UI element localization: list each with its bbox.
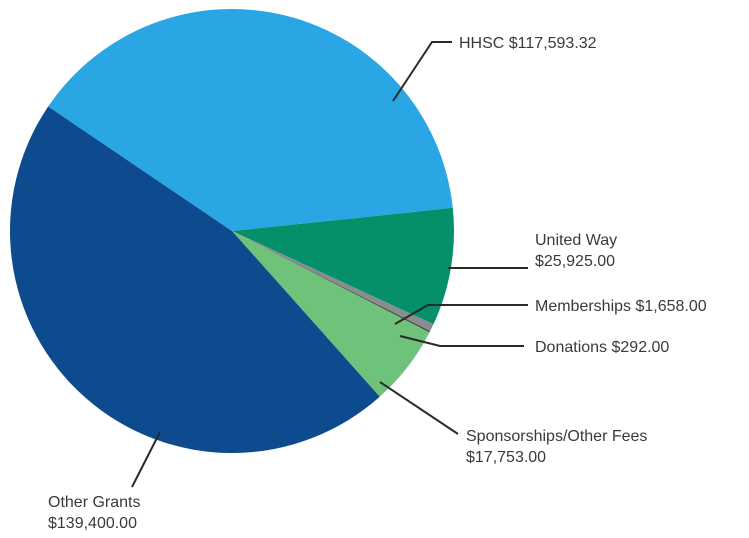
leader-line-sponsorships-other-fees [379, 381, 459, 435]
slice-label-line: $17,753.00 [466, 449, 546, 466]
slice-label-line: Other Grants [48, 494, 140, 511]
pie-slices [9, 8, 454, 454]
slice-label-donations-292-00: Donations $292.00 [535, 339, 669, 356]
pie-slice-hhsc-117-593-32 [48, 8, 453, 232]
slice-label-line: United Way [535, 232, 617, 249]
slice-label-line: $25,925.00 [535, 253, 615, 270]
pie-slice-united-way [232, 207, 454, 325]
slice-label-line: Sponsorships/Other Fees [466, 428, 647, 445]
leader-line-other-grants [131, 431, 161, 488]
slice-label-line: Memberships $1,658.00 [535, 298, 707, 315]
leader-line-hhsc-117-593-32 [392, 41, 452, 102]
pie-slice-sponsorships-other-fees [232, 231, 430, 397]
slice-label-other-grants: Other Grants $139,400.00 [48, 494, 140, 532]
slice-label-line: HHSC $117,593.32 [459, 35, 597, 52]
pie-slice-donations-292-00 [232, 231, 431, 333]
leader-lines [131, 41, 528, 488]
leader-line-donations-292-00 [399, 335, 524, 347]
slice-label-hhsc-117-593-32: HHSC $117,593.32 [459, 35, 597, 52]
slice-label-sponsorships-other-fees: Sponsorships/Other Fees $17,753.00 [466, 428, 647, 466]
slice-labels: United Way $25,925.00 Memberships $1,658.0… [48, 35, 707, 532]
pie-slice-memberships-1-658-00 [232, 231, 434, 332]
pie-slice-other-grants [9, 106, 380, 454]
slice-label-line: $139,400.00 [48, 515, 137, 532]
slice-label-memberships-1-658-00: Memberships $1,658.00 [535, 298, 707, 315]
slice-label-united-way: United Way $25,925.00 [535, 232, 617, 270]
leader-line-memberships-1-658-00 [394, 304, 528, 325]
slice-label-line: Donations $292.00 [535, 339, 669, 356]
